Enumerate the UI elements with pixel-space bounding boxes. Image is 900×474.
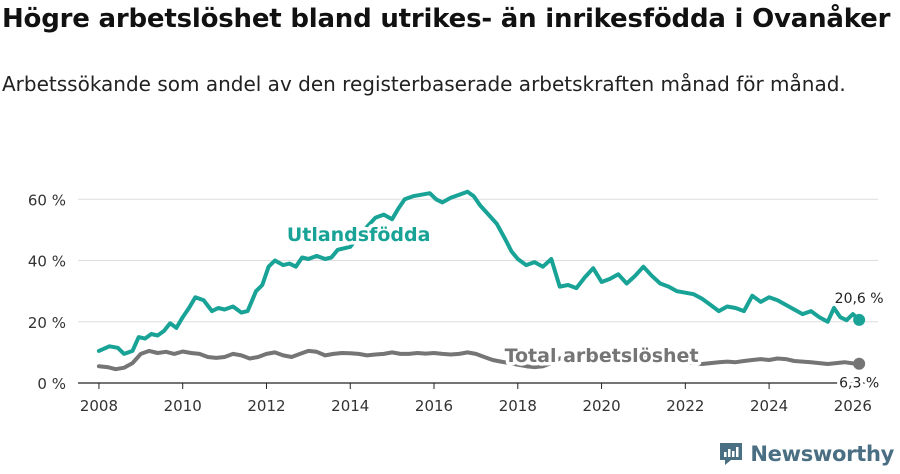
x-tick-label: 2024: [750, 397, 788, 415]
series-line-utlandsfodda: [96, 189, 862, 356]
series-label-total-halo: Total arbetslöshet: [505, 345, 699, 367]
series-label-utlandsfodda-halo: Utlandsfödda: [287, 224, 431, 246]
grid-lines: [78, 198, 878, 323]
axes: 0 % 20 % 40 % 60 % 2008 2010 2012 2014 2016 2018 2…: [28, 191, 878, 415]
series-line-total: [96, 348, 862, 372]
newsworthy-logo[interactable]: Newsworthy: [718, 440, 894, 468]
y-tick-label: 40 %: [28, 253, 66, 271]
series-label-total: Total arbetslöshet: [505, 345, 699, 367]
y-tick-label: 20 %: [28, 314, 66, 332]
end-value-total-halo: 6,3 %: [839, 376, 879, 392]
end-point-utlandsfodda: [853, 313, 866, 326]
chart-title: Högre arbetslöshet bland utrikes- än inr…: [2, 4, 891, 34]
newsworthy-logo-text: Newsworthy: [750, 442, 894, 466]
y-tick-label: 60 %: [28, 191, 66, 209]
x-tick-label: 2012: [247, 397, 285, 415]
end-value-total: 6,3 %: [839, 376, 879, 392]
x-tick-label: 2022: [666, 397, 704, 415]
newsworthy-logo-icon: [720, 443, 743, 465]
x-tick-label: 2026: [834, 397, 872, 415]
end-value-utlandsfodda-halo: 20,6 %: [835, 291, 884, 307]
chart-subtitle: Arbetssökande som andel av den registerb…: [2, 72, 846, 96]
x-tick-label: 2008: [80, 397, 118, 415]
x-tick-label: 2020: [582, 397, 620, 415]
x-tick-label: 2010: [164, 397, 202, 415]
end-point-total: [853, 357, 866, 370]
series-lines: [96, 189, 866, 372]
x-tick-label: 2016: [415, 397, 453, 415]
y-tick-label: 0 %: [37, 375, 66, 393]
end-value-utlandsfodda: 20,6 %: [835, 291, 884, 307]
series-label-utlandsfodda: Utlandsfödda: [287, 224, 431, 246]
x-tick-label: 2018: [499, 397, 537, 415]
x-tick-label: 2014: [331, 397, 369, 415]
